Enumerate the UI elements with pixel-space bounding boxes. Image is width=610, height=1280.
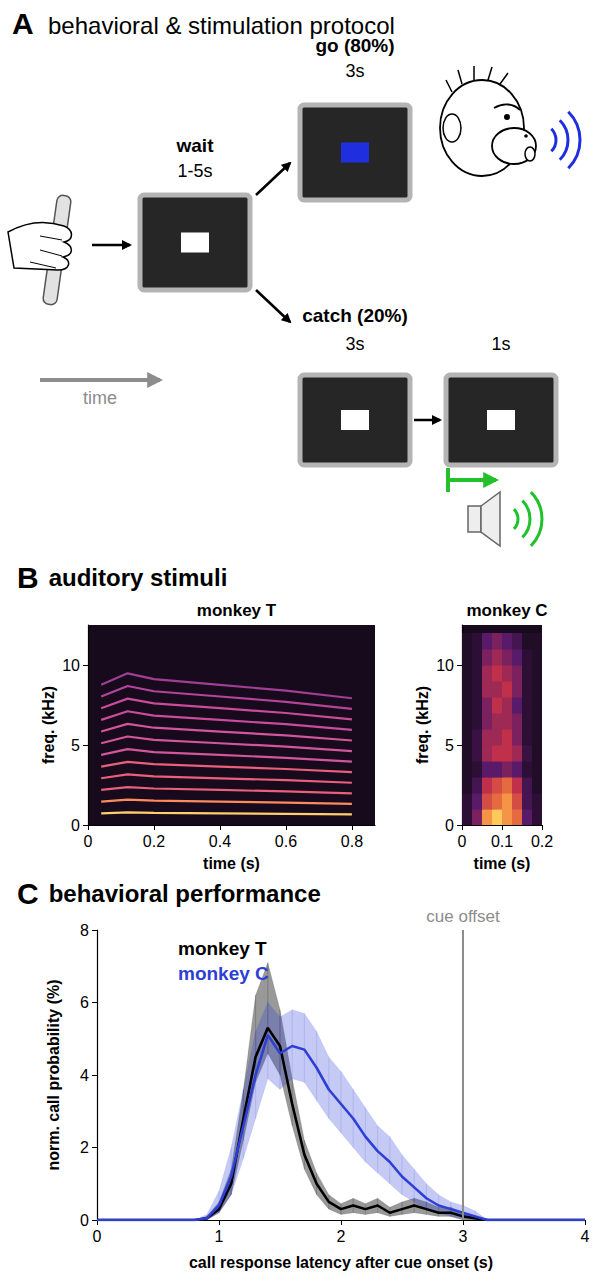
svg-text:0.6: 0.6 [275, 833, 297, 850]
svg-text:wait: wait [176, 135, 215, 156]
svg-text:0: 0 [458, 833, 467, 850]
svg-text:4: 4 [581, 1228, 590, 1245]
svg-text:1s: 1s [491, 334, 510, 354]
svg-text:6: 6 [80, 994, 89, 1011]
svg-text:monkey C: monkey C [466, 601, 547, 620]
svg-text:go (80%): go (80%) [315, 35, 394, 56]
svg-text:0: 0 [445, 817, 454, 834]
svg-text:0.8: 0.8 [341, 833, 363, 850]
svg-text:5: 5 [71, 737, 80, 754]
svg-text:A: A [12, 7, 34, 40]
svg-text:monkey T: monkey T [178, 938, 267, 959]
svg-text:0.4: 0.4 [209, 833, 231, 850]
svg-text:B: B [17, 561, 39, 594]
svg-text:freq. (kHz): freq. (kHz) [40, 686, 57, 764]
svg-text:0: 0 [71, 817, 80, 834]
svg-text:C: C [17, 877, 39, 910]
svg-text:behavioral performance: behavioral performance [49, 880, 321, 907]
svg-text:2: 2 [80, 1139, 89, 1156]
svg-text:norm. call probability (%): norm. call probability (%) [45, 979, 62, 1170]
svg-text:2: 2 [337, 1228, 346, 1245]
svg-text:3: 3 [459, 1228, 468, 1245]
svg-text:0.1: 0.1 [491, 833, 513, 850]
svg-text:5: 5 [445, 737, 454, 754]
svg-text:3s: 3s [345, 61, 364, 81]
svg-text:0: 0 [93, 1228, 102, 1245]
svg-text:0.2: 0.2 [143, 833, 165, 850]
svg-text:8: 8 [80, 922, 89, 939]
svg-text:catch (20%): catch (20%) [302, 305, 408, 326]
svg-text:1-5s: 1-5s [177, 161, 212, 181]
svg-text:time (s): time (s) [474, 855, 531, 872]
svg-text:1: 1 [215, 1228, 224, 1245]
svg-text:4: 4 [80, 1067, 89, 1084]
svg-text:freq. (kHz): freq. (kHz) [414, 686, 431, 764]
svg-text:time (s): time (s) [203, 855, 260, 872]
svg-text:0: 0 [84, 833, 93, 850]
svg-text:behavioral & stimulation proto: behavioral & stimulation protocol [48, 12, 395, 39]
svg-text:cue offset: cue offset [426, 907, 500, 926]
svg-text:0.2: 0.2 [531, 833, 553, 850]
svg-text:3s: 3s [345, 334, 364, 354]
svg-text:10: 10 [62, 657, 80, 674]
svg-text:call response latency after cu: call response latency after cue onset (s… [189, 1254, 493, 1271]
svg-text:monkey C: monkey C [178, 963, 269, 984]
svg-text:0: 0 [80, 1212, 89, 1229]
svg-text:auditory stimuli: auditory stimuli [49, 564, 228, 591]
svg-text:10: 10 [436, 657, 454, 674]
svg-text:monkey T: monkey T [197, 601, 277, 620]
svg-text:time: time [83, 388, 117, 408]
